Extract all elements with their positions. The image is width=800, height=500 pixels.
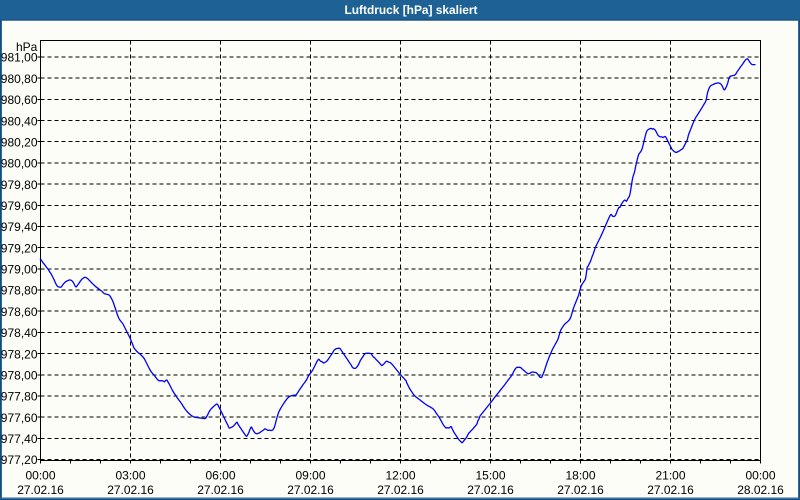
svg-text:978,20: 978,20 — [1, 347, 38, 361]
svg-text:978,40: 978,40 — [1, 326, 38, 340]
svg-text:977,80: 977,80 — [1, 390, 38, 404]
svg-text:977,20: 977,20 — [1, 453, 38, 467]
svg-text:27.02.16: 27.02.16 — [107, 483, 154, 497]
svg-text:18:00: 18:00 — [565, 469, 595, 483]
svg-text:00:00: 00:00 — [25, 469, 55, 483]
svg-text:27.02.16: 27.02.16 — [647, 483, 694, 497]
svg-text:15:00: 15:00 — [475, 469, 505, 483]
svg-text:978,00: 978,00 — [1, 369, 38, 383]
svg-text:977,60: 977,60 — [1, 411, 38, 425]
svg-text:06:00: 06:00 — [205, 469, 235, 483]
svg-text:00:00: 00:00 — [745, 469, 775, 483]
svg-text:27.02.16: 27.02.16 — [197, 483, 244, 497]
svg-text:21:00: 21:00 — [655, 469, 685, 483]
svg-text:979,20: 979,20 — [1, 241, 38, 255]
svg-text:980,00: 980,00 — [1, 157, 38, 171]
svg-text:09:00: 09:00 — [295, 469, 325, 483]
svg-text:980,60: 980,60 — [1, 93, 38, 107]
svg-text:27.02.16: 27.02.16 — [287, 483, 334, 497]
svg-text:hPa: hPa — [16, 40, 38, 54]
svg-text:980,40: 980,40 — [1, 114, 38, 128]
svg-text:981,00: 981,00 — [1, 51, 38, 65]
svg-text:Luftdruck [hPa] skaliert: Luftdruck [hPa] skaliert — [345, 3, 478, 17]
svg-text:978,60: 978,60 — [1, 305, 38, 319]
svg-text:12:00: 12:00 — [385, 469, 415, 483]
svg-text:980,80: 980,80 — [1, 72, 38, 86]
svg-text:980,20: 980,20 — [1, 135, 38, 149]
svg-text:28.02.16: 28.02.16 — [737, 483, 784, 497]
svg-text:979,00: 979,00 — [1, 263, 38, 277]
svg-text:27.02.16: 27.02.16 — [557, 483, 604, 497]
svg-text:27.02.16: 27.02.16 — [377, 483, 424, 497]
svg-text:979,60: 979,60 — [1, 199, 38, 213]
svg-text:27.02.16: 27.02.16 — [467, 483, 514, 497]
svg-text:978,80: 978,80 — [1, 284, 38, 298]
svg-text:03:00: 03:00 — [115, 469, 145, 483]
svg-text:979,80: 979,80 — [1, 178, 38, 192]
svg-text:979,40: 979,40 — [1, 220, 38, 234]
svg-text:27.02.16: 27.02.16 — [17, 483, 64, 497]
svg-text:977,40: 977,40 — [1, 432, 38, 446]
